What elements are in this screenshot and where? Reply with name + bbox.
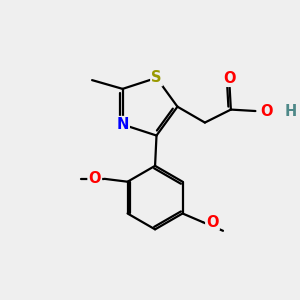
Text: O: O bbox=[261, 103, 273, 118]
Text: N: N bbox=[116, 117, 129, 132]
Text: O: O bbox=[223, 71, 236, 86]
Text: H: H bbox=[284, 103, 296, 118]
Text: S: S bbox=[151, 70, 162, 86]
Text: O: O bbox=[206, 214, 219, 230]
Text: O: O bbox=[88, 171, 101, 186]
